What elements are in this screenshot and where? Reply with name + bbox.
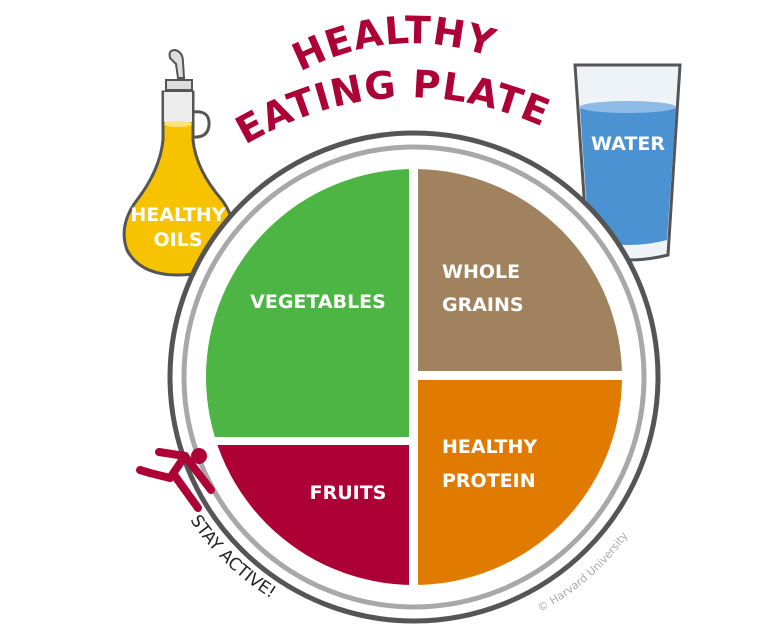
water-label: WATER xyxy=(591,133,665,155)
vegetables-label: VEGETABLES xyxy=(250,291,386,313)
fruits-label: FRUITS xyxy=(310,482,387,504)
whole-grains-label-line1: WHOLE xyxy=(442,261,520,283)
oil-bottle: HEALTHY OILS xyxy=(122,48,236,277)
healthy-protein-label-line1: HEALTHY xyxy=(442,436,537,458)
running-person-icon xyxy=(136,448,215,512)
whole-grains-label-line2: GRAINS xyxy=(442,294,524,316)
healthy-protein-label-line2: PROTEIN xyxy=(442,470,536,492)
plate-ring xyxy=(181,144,647,610)
oil-label-line2: OILS xyxy=(153,229,202,251)
water-glass: WATER xyxy=(573,63,682,262)
oil-label-line1: HEALTHY xyxy=(130,204,225,226)
